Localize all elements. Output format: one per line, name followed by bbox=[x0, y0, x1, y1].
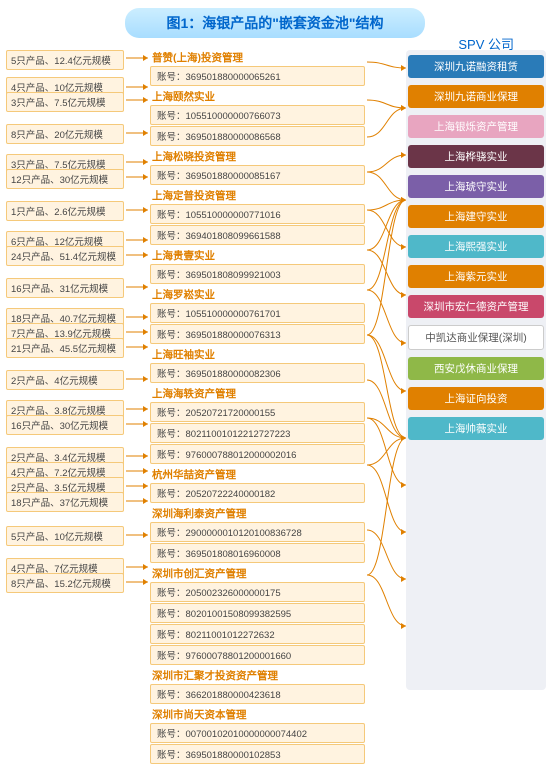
account-box: 账号：369501880000102853 bbox=[150, 744, 365, 764]
group-title: 深圳市汇聚才投资资产管理 bbox=[152, 668, 365, 683]
group-title: 上海罗崧实业 bbox=[152, 287, 365, 302]
account-group: 上海旺袖实业账号：369501880000082306 bbox=[150, 347, 365, 383]
account-group: 上海颐然实业账号：105510000000766073账号：3695018800… bbox=[150, 89, 365, 146]
product-box: 5只产品、12.4亿元规模 bbox=[6, 50, 124, 70]
product-box: 2只产品、4亿元规模 bbox=[6, 370, 124, 390]
account-box: 账号：369501808099921003 bbox=[150, 264, 365, 284]
account-box: 账号：97600078801200001660 bbox=[150, 645, 365, 665]
account-box: 账号：20520721720000155 bbox=[150, 402, 365, 422]
account-box: 账号：976000788012000002016 bbox=[150, 444, 365, 464]
account-box: 账号：80201001508099382595 bbox=[150, 603, 365, 623]
account-box: 账号：369501880000086568 bbox=[150, 126, 365, 146]
account-group: 深圳海利泰资产管理账号：2900000010120100836728账号：369… bbox=[150, 506, 365, 563]
spv-box: 上海桦骁实业 bbox=[408, 145, 544, 168]
account-group: 上海松晓投资管理账号：369501880000085167 bbox=[150, 149, 365, 185]
products-column: 5只产品、12.4亿元规模4只产品、10亿元规模3只产品、7.5亿元规模8只产品… bbox=[6, 50, 124, 610]
account-group: 上海罗崧实业账号：105510000000761701账号：3695018800… bbox=[150, 287, 365, 344]
spv-box: 上海帅薇实业 bbox=[408, 417, 544, 440]
account-group: 上海贵壹实业账号：369501808099921003 bbox=[150, 248, 365, 284]
account-group: 深圳市尚天资本管理账号：00700102010000000074402账号：36… bbox=[150, 707, 365, 764]
account-box: 账号：369501880000065261 bbox=[150, 66, 365, 86]
account-group: 普赞(上海)投资管理账号：369501880000065261 bbox=[150, 50, 365, 86]
group-title: 深圳海利泰资产管理 bbox=[152, 506, 365, 521]
product-box: 12只产品、30亿元规模 bbox=[6, 169, 124, 189]
spv-box: 深圳九诺融资租赁 bbox=[408, 55, 544, 78]
account-group: 深圳市创汇资产管理账号：205002326000000175账号：8020100… bbox=[150, 566, 365, 665]
spv-box: 深圳市宏仁德资产管理 bbox=[408, 295, 544, 318]
account-box: 账号：369501808016960008 bbox=[150, 543, 365, 563]
product-box: 5只产品、10亿元规模 bbox=[6, 526, 124, 546]
spv-box: 上海建守实业 bbox=[408, 205, 544, 228]
group-title: 深圳市创汇资产管理 bbox=[152, 566, 365, 581]
spv-box: 上海银烁资产管理 bbox=[408, 115, 544, 138]
diagram-title: 图1：海银产品的"嵌套资金池"结构 bbox=[125, 8, 425, 38]
group-title: 杭州华喆资产管理 bbox=[152, 467, 365, 482]
spv-header: SPV 公司 bbox=[458, 34, 514, 53]
group-title: 上海松晓投资管理 bbox=[152, 149, 365, 164]
account-box: 账号：105510000000761701 bbox=[150, 303, 365, 323]
account-box: 账号：105510000000771016 bbox=[150, 204, 365, 224]
product-box: 21只产品、45.5亿元规模 bbox=[6, 338, 124, 358]
spv-box: 上海琥守实业 bbox=[408, 175, 544, 198]
account-group: 上海海轶资产管理账号：20520721720000155账号：802110010… bbox=[150, 386, 365, 464]
group-title: 上海海轶资产管理 bbox=[152, 386, 365, 401]
product-box: 16只产品、31亿元规模 bbox=[6, 278, 124, 298]
product-box: 24只产品、51.4亿元规模 bbox=[6, 246, 124, 266]
spv-box: 深圳九诺商业保理 bbox=[408, 85, 544, 108]
group-title: 上海贵壹实业 bbox=[152, 248, 365, 263]
product-box: 18只产品、37亿元规模 bbox=[6, 492, 124, 512]
account-box: 账号：369401808099661588 bbox=[150, 225, 365, 245]
spv-box: 中凯达商业保理(深圳) bbox=[408, 325, 544, 350]
account-group: 上海定普投资管理账号：105510000000771016账号：36940180… bbox=[150, 188, 365, 245]
account-box: 账号：369501880000076313 bbox=[150, 324, 365, 344]
accounts-column: 普赞(上海)投资管理账号：369501880000065261上海颐然实业账号：… bbox=[150, 50, 365, 767]
product-box: 8只产品、15.2亿元规模 bbox=[6, 573, 124, 593]
group-title: 上海定普投资管理 bbox=[152, 188, 365, 203]
group-title: 上海颐然实业 bbox=[152, 89, 365, 104]
account-box: 账号：20520722240000182 bbox=[150, 483, 365, 503]
spv-box: 西安戊休商业保理 bbox=[408, 357, 544, 380]
account-box: 账号：369501880000085167 bbox=[150, 165, 365, 185]
spv-box: 上海熙强实业 bbox=[408, 235, 544, 258]
group-title: 普赞(上海)投资管理 bbox=[152, 50, 365, 65]
spv-column: 深圳九诺融资租赁深圳九诺商业保理上海银烁资产管理上海桦骁实业上海琥守实业上海建守… bbox=[408, 55, 544, 447]
account-box: 账号：369501880000082306 bbox=[150, 363, 365, 383]
product-box: 1只产品、2.6亿元规模 bbox=[6, 201, 124, 221]
group-title: 上海旺袖实业 bbox=[152, 347, 365, 362]
account-group: 深圳市汇聚才投资资产管理账号：366201880000423618 bbox=[150, 668, 365, 704]
account-group: 杭州华喆资产管理账号：20520722240000182 bbox=[150, 467, 365, 503]
spv-box: 上海紫元实业 bbox=[408, 265, 544, 288]
product-box: 8只产品、20亿元规模 bbox=[6, 124, 124, 144]
account-box: 账号：80211001012212727223 bbox=[150, 423, 365, 443]
account-box: 账号：205002326000000175 bbox=[150, 582, 365, 602]
account-box: 账号：00700102010000000074402 bbox=[150, 723, 365, 743]
account-box: 账号：366201880000423618 bbox=[150, 684, 365, 704]
product-box: 3只产品、7.5亿元规模 bbox=[6, 92, 124, 112]
account-box: 账号：2900000010120100836728 bbox=[150, 522, 365, 542]
product-box: 16只产品、30亿元规模 bbox=[6, 415, 124, 435]
spv-box: 上海证向投资 bbox=[408, 387, 544, 410]
account-box: 账号：105510000000766073 bbox=[150, 105, 365, 125]
account-box: 账号：80211001012272632 bbox=[150, 624, 365, 644]
